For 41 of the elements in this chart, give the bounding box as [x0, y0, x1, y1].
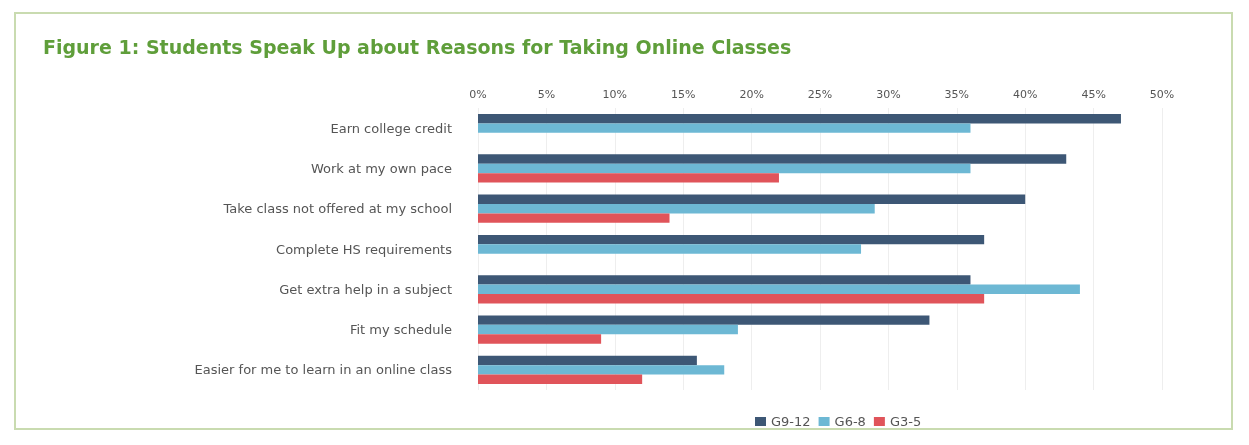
x-tick-label: 5% — [537, 88, 556, 101]
x-tick-label: 30% — [876, 88, 901, 101]
bar — [478, 213, 670, 223]
bar — [478, 284, 1080, 294]
bar — [478, 355, 697, 366]
x-tick-label: 50% — [1149, 88, 1175, 101]
x-tick-label: 20% — [739, 88, 764, 101]
x-tick-label: 45% — [1081, 88, 1106, 101]
bar — [478, 365, 725, 375]
bar — [478, 163, 971, 174]
x-tick-label: 15% — [670, 88, 696, 101]
y-tick-label: Take class not offered at my school — [222, 201, 452, 217]
bar — [478, 154, 1067, 164]
y-tick-label: Fit my schedule — [349, 322, 452, 338]
legend-label: G9-12 — [771, 414, 811, 429]
bar — [478, 334, 602, 344]
bar — [478, 234, 985, 245]
y-tick-label: Earn college credit — [330, 120, 452, 136]
bar — [478, 173, 779, 183]
bar — [478, 293, 985, 304]
bar — [478, 204, 875, 214]
x-tick-label: 35% — [944, 88, 970, 101]
y-tick-label: Get extra help in a subject — [279, 281, 452, 297]
bar — [478, 374, 643, 384]
chart-title: Figure 1: Students Speak Up about Reasons for Taking Online Classes — [43, 35, 792, 58]
legend-label: G3-5 — [889, 414, 922, 429]
bar — [478, 194, 1026, 205]
y-tick-label: Easier for me to learn in an online class — [194, 362, 453, 378]
bar — [478, 315, 930, 325]
bar — [478, 275, 971, 285]
y-tick-label: Work at my own pace — [310, 160, 452, 176]
x-tick-label: 0% — [469, 88, 487, 101]
legend-label: G6-8 — [834, 414, 866, 429]
x-tick-label: 25% — [807, 88, 833, 101]
bar — [478, 123, 971, 133]
y-tick-label: Complete HS requirements — [276, 241, 453, 257]
x-tick-label: 40% — [1012, 88, 1038, 101]
bar — [478, 244, 862, 254]
bar — [478, 324, 738, 335]
x-tick-label: 10% — [602, 88, 628, 101]
bar — [478, 114, 1121, 124]
